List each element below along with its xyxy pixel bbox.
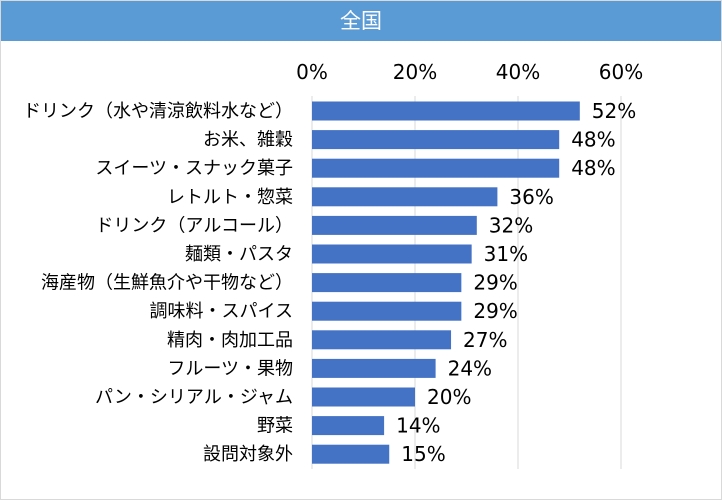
category-label: パン・シリアル・ジャム	[95, 387, 293, 408]
bar	[312, 244, 472, 264]
data-label: 48%	[571, 128, 615, 152]
bar	[312, 416, 385, 436]
data-label: 20%	[427, 385, 471, 409]
category-label: 麺類・パスタ	[185, 244, 293, 265]
data-label: 24%	[448, 356, 492, 380]
chart-title: 全国	[340, 9, 382, 33]
data-label: 36%	[509, 185, 553, 209]
bar	[312, 187, 498, 207]
bar	[312, 301, 462, 321]
category-label: 設問対象外	[203, 444, 293, 465]
bar	[312, 444, 390, 464]
data-label: 29%	[473, 271, 517, 295]
category-label: 野菜	[257, 416, 293, 437]
category-label: スイーツ・スナック菓子	[95, 158, 293, 179]
category-label: ドリンク（アルコール）	[95, 215, 293, 236]
bar	[312, 101, 580, 121]
bar	[312, 358, 436, 378]
x-tick-label: 0%	[296, 60, 328, 84]
title-bar	[1, 1, 721, 41]
bar	[312, 158, 560, 178]
category-label: 精肉・肉加工品	[167, 330, 293, 351]
data-label: 48%	[571, 156, 615, 180]
bar	[312, 215, 477, 235]
category-label: ドリンク（水や清涼飲料水など）	[23, 101, 293, 122]
bar	[312, 130, 560, 150]
data-label: 14%	[396, 414, 440, 438]
category-label: お米、雑穀	[203, 130, 293, 151]
data-label: 52%	[592, 99, 636, 123]
x-tick-label: 60%	[599, 60, 643, 84]
bar	[312, 387, 415, 407]
x-tick-label: 40%	[496, 60, 540, 84]
category-label: 調味料・スパイス	[150, 301, 293, 322]
data-label: 29%	[473, 299, 517, 323]
data-label: 31%	[484, 242, 528, 266]
category-label: レトルト・惣菜	[167, 187, 293, 208]
category-label: 海産物（生鮮魚介や干物など）	[41, 273, 293, 294]
data-label: 32%	[489, 213, 533, 237]
bar	[312, 330, 452, 350]
data-label: 15%	[401, 442, 445, 466]
bar	[312, 273, 462, 293]
x-tick-label: 20%	[393, 60, 437, 84]
data-label: 27%	[463, 328, 507, 352]
category-label: フルーツ・果物	[167, 358, 293, 379]
